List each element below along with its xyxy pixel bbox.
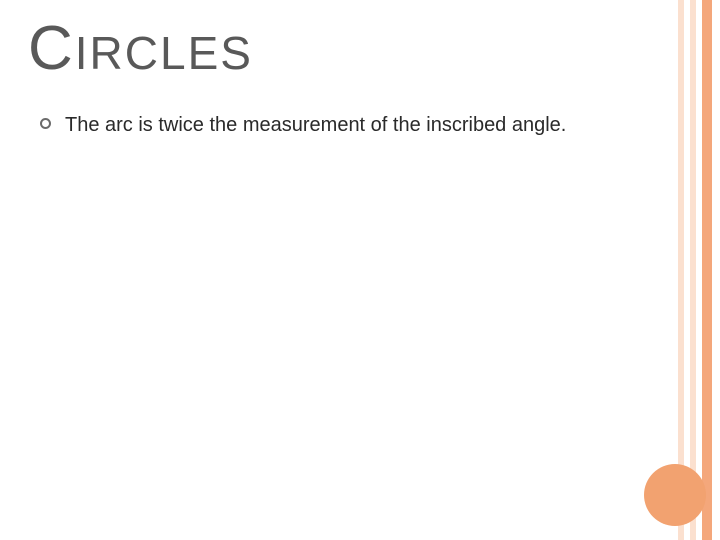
decor-circle xyxy=(644,464,706,526)
decor-stripe-1 xyxy=(678,0,684,540)
decor-stripe-2 xyxy=(690,0,696,540)
slide-title: CIRCLES xyxy=(28,18,253,80)
title-first-letter: C xyxy=(28,14,75,83)
slide-body: The arc is twice the measurement of the … xyxy=(40,112,660,139)
bullet-text: The arc is twice the measurement of the … xyxy=(65,112,566,139)
bullet-item: The arc is twice the measurement of the … xyxy=(40,112,660,139)
title-rest: IRCLES xyxy=(75,27,253,79)
bullet-icon xyxy=(40,118,51,129)
decor-stripe-3 xyxy=(702,0,712,540)
slide: CIRCLES The arc is twice the measurement… xyxy=(0,0,720,540)
